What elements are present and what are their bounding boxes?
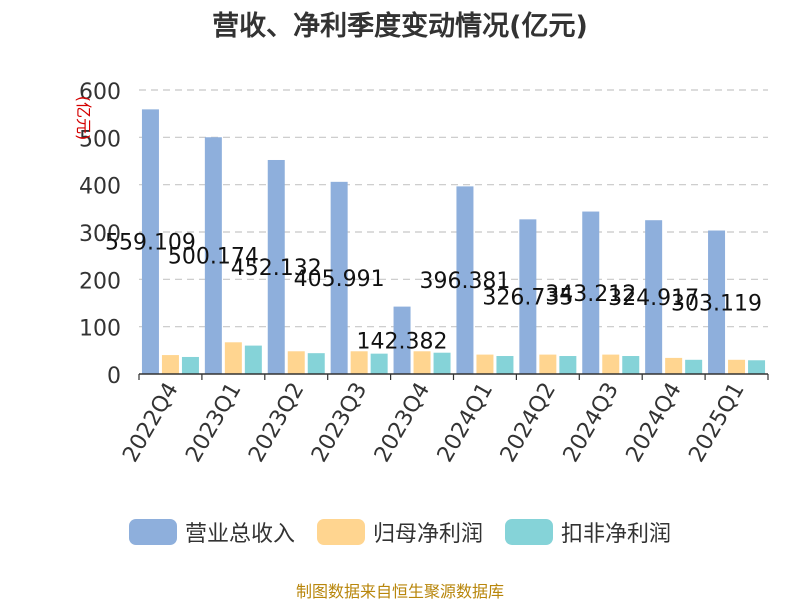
bar: [685, 359, 703, 374]
x-tick-label: 2023Q2: [244, 379, 309, 467]
x-tick-label: 2022Q4: [118, 379, 183, 467]
bar: [433, 352, 451, 374]
bar: [370, 353, 388, 374]
y-tick-label: 100: [79, 317, 121, 342]
bar: [181, 356, 199, 374]
bar: [645, 220, 663, 374]
y-tick-label: 200: [79, 269, 121, 294]
y-tick-label: 0: [107, 364, 121, 389]
x-tick-label: 2023Q3: [307, 379, 372, 467]
y-tick-label: 600: [79, 80, 121, 105]
bar: [393, 306, 411, 374]
y-tick-label: 500: [79, 127, 121, 152]
legend-item[interactable]: 营业总收入: [128, 516, 295, 548]
bar: [496, 356, 514, 374]
x-tick-label: 2023Q1: [181, 379, 246, 467]
legend: 营业总收入 归母净利润 扣非净利润: [0, 516, 800, 548]
bar: [307, 353, 325, 374]
bar: [728, 359, 746, 374]
data-label: 405.991: [294, 267, 385, 292]
legend-swatch: [505, 519, 553, 545]
x-tick-label: 2024Q2: [496, 379, 561, 467]
data-label: 142.382: [357, 329, 448, 354]
data-label: 303.119: [671, 291, 762, 316]
bar: [413, 351, 431, 374]
bar: [141, 109, 159, 374]
data-label: 452.132: [231, 256, 322, 281]
bar: [519, 219, 537, 374]
bars: [141, 109, 766, 374]
bar: [539, 354, 557, 374]
legend-item[interactable]: 扣非净利润: [505, 516, 671, 548]
x-tick-label: 2024Q3: [559, 379, 624, 467]
y-tick-label: 300: [79, 222, 121, 247]
bar: [350, 351, 368, 374]
legend-label: 营业总收入: [184, 522, 295, 547]
bar: [267, 159, 285, 374]
bar: [748, 360, 766, 374]
legend-swatch: [128, 519, 177, 545]
data-label: 343.212: [545, 282, 636, 307]
data-label: 396.381: [419, 269, 510, 294]
bar: [204, 137, 222, 374]
bar: [161, 355, 179, 374]
bar: [476, 354, 494, 374]
bar: [224, 342, 242, 374]
bar: [244, 345, 262, 374]
bar: [622, 356, 640, 374]
bar: [287, 351, 305, 374]
legend-label: 归母净利润: [372, 522, 483, 547]
legend-swatch: [316, 519, 365, 545]
gridlines: [139, 89, 768, 328]
data-label: 500.174: [168, 245, 259, 270]
data-label: 324.917: [608, 286, 699, 311]
y-tick-label: 400: [79, 175, 121, 200]
bar: [456, 186, 474, 374]
x-tick-label: 2023Q4: [370, 379, 435, 467]
bar: [665, 357, 683, 374]
x-tick-label: 2025Q1: [684, 379, 749, 467]
data-label: 326.735: [482, 286, 573, 311]
bar: [708, 230, 726, 374]
bar: [559, 356, 577, 374]
chart-title: 营收、净利季度变动情况(亿元): [212, 11, 588, 42]
legend-label: 扣非净利润: [561, 522, 672, 547]
data-source-note: 制图数据来自恒生聚源数据库: [295, 582, 504, 601]
bar: [330, 181, 348, 374]
y-axis-title: (亿元): [74, 96, 93, 141]
bar: [582, 211, 600, 374]
x-tick-label: 2024Q4: [622, 379, 687, 467]
legend-item[interactable]: 归母净利润: [316, 516, 483, 548]
x-tick-label: 2024Q1: [433, 379, 498, 467]
data-label: 559.109: [105, 231, 196, 256]
bar: [602, 354, 620, 374]
